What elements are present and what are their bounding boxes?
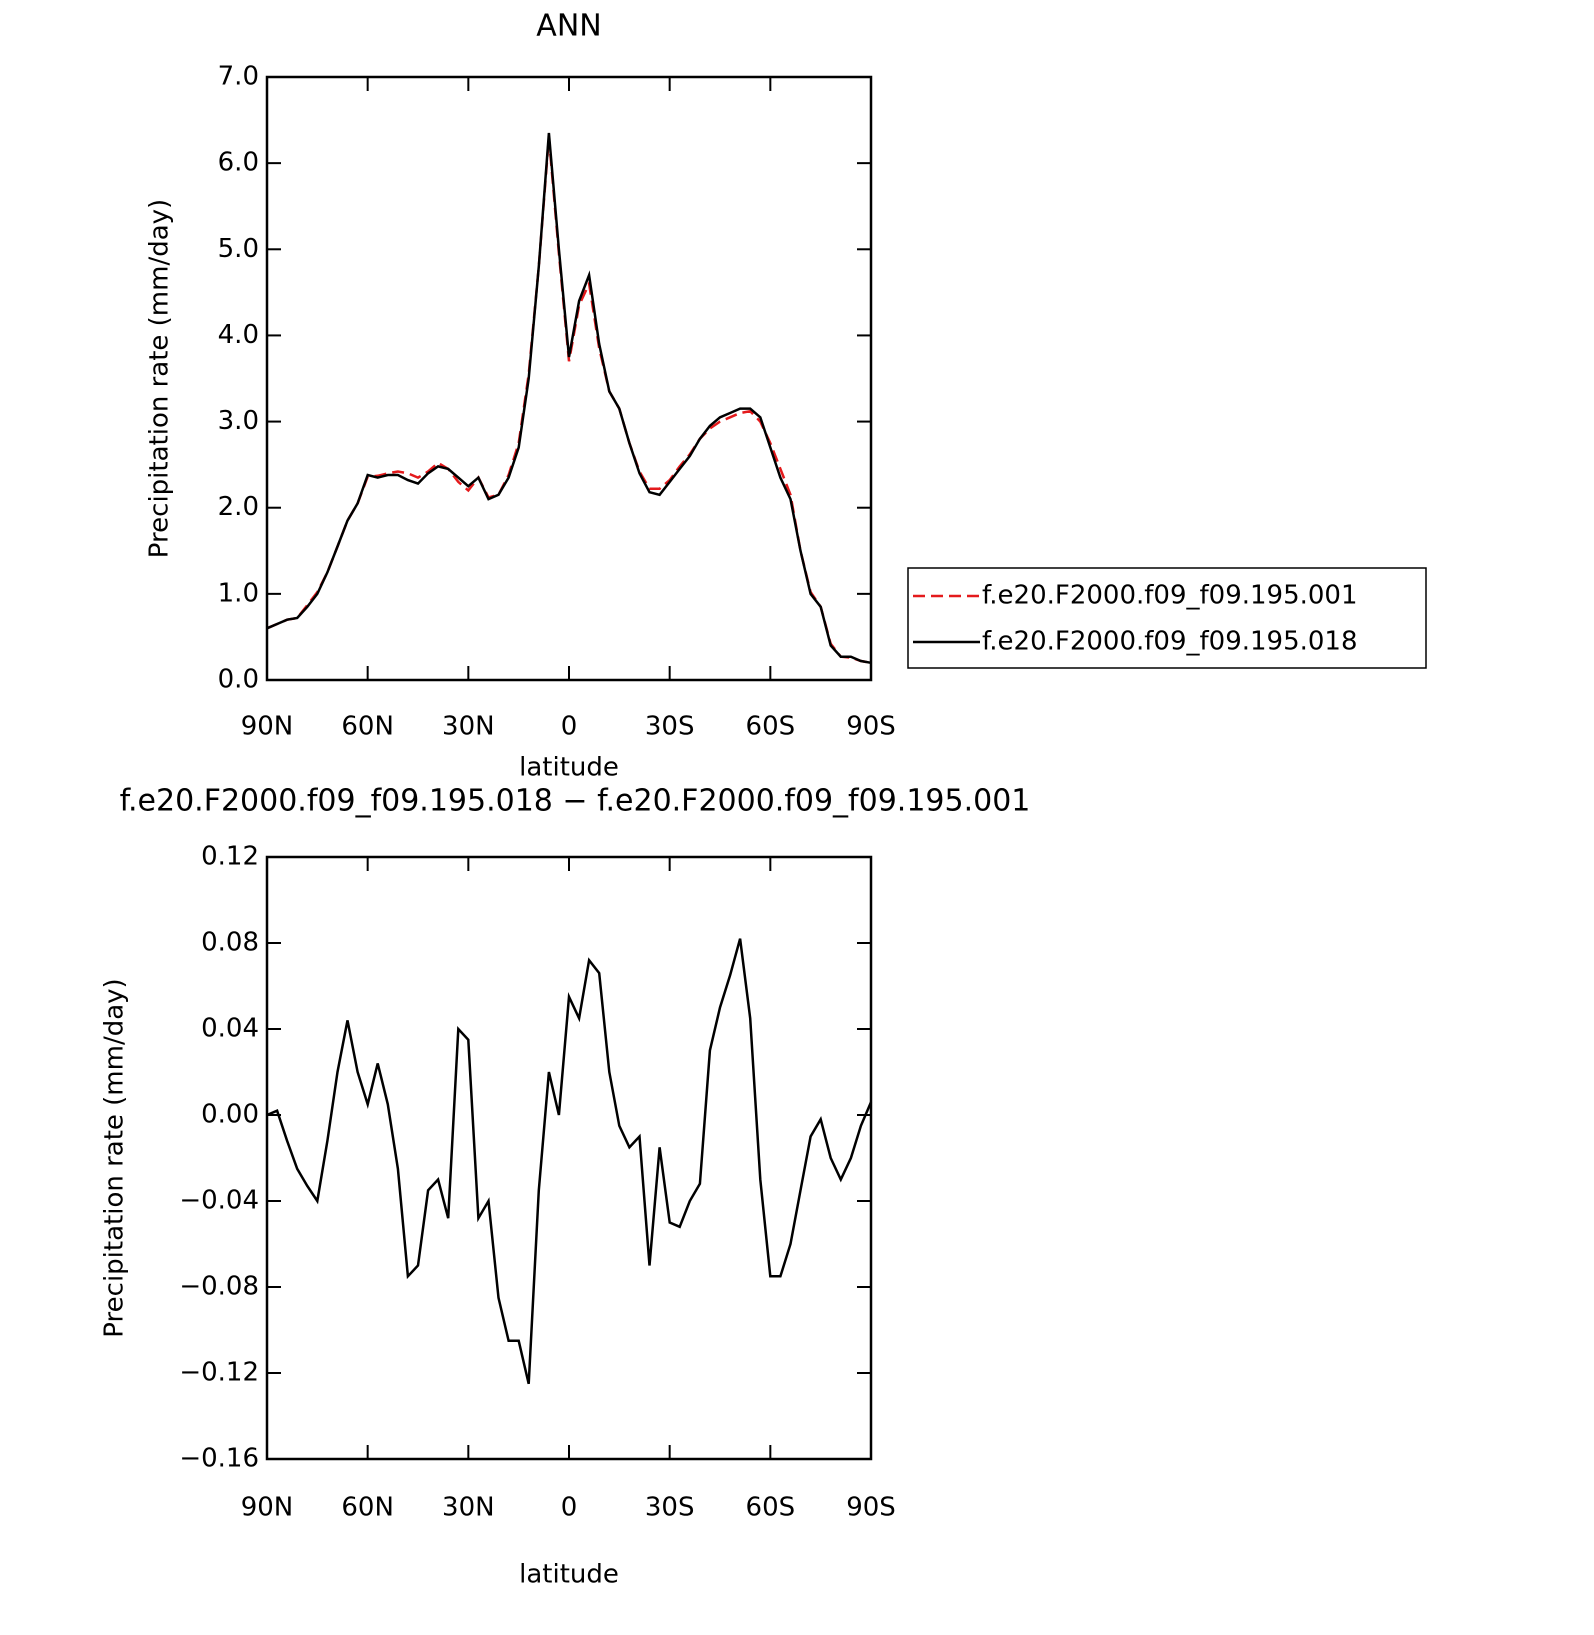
y-tick-label: −0.08 [179, 1272, 259, 1302]
legend-label: f.e20.F2000.f09_f09.195.018 [982, 627, 1358, 657]
x-tick-label: 30S [645, 1493, 695, 1523]
y-tick-label: 0.12 [201, 842, 259, 872]
y-tick-label: 3.0 [218, 406, 259, 436]
y-tick-label: 0.0 [218, 665, 259, 695]
data-line [266, 132, 872, 665]
x-tick-label: 90N [241, 1493, 294, 1523]
y-tick-label: −0.16 [179, 1444, 259, 1474]
legend-box [907, 567, 1427, 669]
x-tick-label: 90S [846, 1493, 896, 1523]
legend-label: f.e20.F2000.f09_f09.195.001 [982, 581, 1358, 611]
x-tick-label: 60N [341, 712, 394, 742]
chart-title: f.e20.F2000.f09_f09.195.018 − f.e20.F200… [120, 784, 1031, 819]
y-tick-label: 4.0 [218, 320, 259, 350]
x-tick-label: 90S [846, 712, 896, 742]
x-axis-label: latitude [519, 753, 619, 783]
x-tick-label: 60S [746, 712, 796, 742]
x-tick-label: 30N [442, 1493, 495, 1523]
y-tick-label: 0.08 [201, 928, 259, 958]
y-axis-label: Precipitation rate (mm/day) [145, 199, 175, 558]
chart-title: ANN [536, 9, 601, 44]
plot-frame [265, 855, 873, 1461]
x-tick-label: 90N [241, 712, 294, 742]
y-tick-label: 6.0 [218, 148, 259, 178]
y-tick-label: 2.0 [218, 492, 259, 522]
y-tick-label: 7.0 [218, 62, 259, 92]
y-tick-label: 1.0 [218, 578, 259, 608]
x-tick-label: 60N [341, 1493, 394, 1523]
y-tick-label: −0.12 [179, 1358, 259, 1388]
y-tick-label: 0.00 [201, 1100, 259, 1130]
plot-frame [265, 75, 873, 682]
y-tick-label: 5.0 [218, 234, 259, 264]
x-tick-label: 0 [561, 712, 578, 742]
x-axis-label: latitude [519, 1560, 619, 1590]
y-axis-label: Precipitation rate (mm/day) [100, 978, 130, 1337]
data-line [266, 137, 872, 665]
y-tick-label: −0.04 [179, 1186, 259, 1216]
x-tick-label: 30N [442, 712, 495, 742]
x-tick-label: 30S [645, 712, 695, 742]
data-line [266, 938, 873, 1385]
y-tick-label: 0.04 [201, 1014, 259, 1044]
x-tick-label: 60S [746, 1493, 796, 1523]
x-tick-label: 0 [561, 1493, 578, 1523]
